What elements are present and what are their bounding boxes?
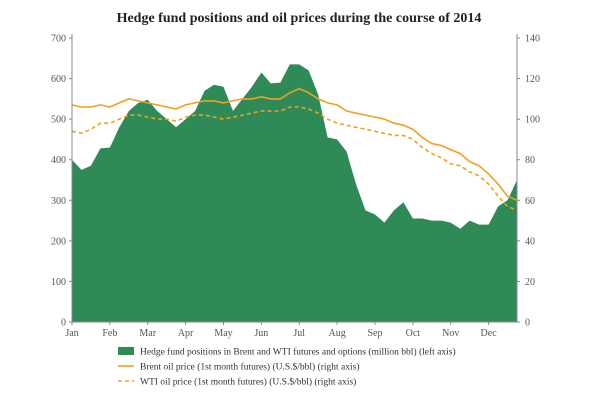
series-area-hedge-fund — [72, 64, 517, 323]
right-tick-label: 140 — [525, 34, 540, 45]
right-tick-label: 20 — [525, 277, 535, 288]
x-tick-label: Jun — [254, 328, 268, 339]
x-tick-label: Apr — [178, 328, 194, 339]
x-tick-label: Dec — [481, 328, 498, 339]
right-tick-label: 0 — [525, 318, 530, 329]
left-tick-label: 300 — [51, 196, 66, 207]
x-tick-label: Jul — [293, 328, 305, 339]
right-tick-label: 80 — [525, 155, 535, 166]
legend-label: Brent oil price (1st month futures) (U.S… — [140, 362, 360, 373]
legend: Hedge fund positions in Brent and WTI fu… — [118, 347, 456, 388]
x-tick-label: Oct — [406, 328, 421, 339]
left-tick-label: 400 — [51, 155, 66, 166]
left-tick-label: 0 — [61, 318, 66, 329]
x-tick-label: Mar — [139, 328, 156, 339]
x-tick-label: Jan — [65, 328, 78, 339]
series-line-brent — [71, 87, 518, 202]
x-tick-label: Sep — [367, 328, 382, 339]
right-tick-label: 120 — [525, 74, 540, 85]
x-tick-label: Feb — [102, 328, 117, 339]
x-tick-label: Nov — [442, 328, 459, 339]
right-tick-label: 100 — [525, 115, 540, 126]
plot-area — [71, 64, 518, 323]
left-tick-label: 500 — [51, 115, 66, 126]
legend-label: WTI oil price (1st month futures) (U.S.$… — [140, 377, 356, 388]
right-tick-label: 60 — [525, 196, 535, 207]
left-tick-label: 200 — [51, 236, 66, 247]
legend-swatch-hedge-fund — [118, 347, 134, 355]
right-tick-label: 40 — [525, 236, 535, 247]
series-line-wti — [71, 106, 518, 212]
x-tick-label: Aug — [328, 328, 345, 339]
left-tick-label: 700 — [51, 34, 66, 45]
left-tick-label: 600 — [51, 74, 66, 85]
axes: 0 100 200 300 400 500 600 700 0 20 40 60 80 100 120 140… — [51, 34, 540, 340]
left-tick-label: 100 — [51, 277, 66, 288]
legend-label: Hedge fund positions in Brent and WTI fu… — [140, 347, 456, 358]
chart-title: Hedge fund positions and oil prices duri… — [117, 11, 482, 26]
x-tick-label: May — [214, 328, 232, 339]
